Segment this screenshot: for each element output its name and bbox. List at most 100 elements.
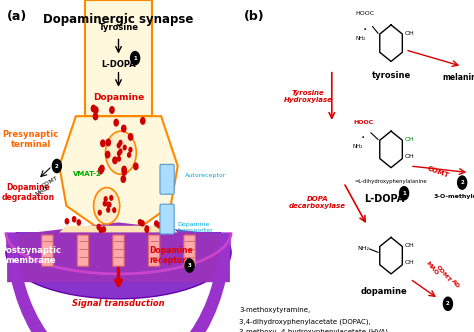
Text: melanine: melanine [442,73,474,82]
Circle shape [123,144,127,150]
Circle shape [117,142,121,148]
Circle shape [72,216,76,222]
Circle shape [99,227,103,233]
Polygon shape [85,0,152,116]
Text: L-DOPA: L-DOPA [364,194,404,204]
Polygon shape [0,0,237,232]
Circle shape [106,207,110,213]
Circle shape [154,220,159,227]
Text: COMT: COMT [40,175,59,189]
Text: ·: · [363,23,367,37]
Text: VMAT-2: VMAT-2 [73,171,102,177]
Text: NH₂: NH₂ [358,246,370,252]
Polygon shape [59,116,178,226]
Circle shape [121,124,127,132]
Circle shape [140,220,145,227]
Text: Dopamine
receptors: Dopamine receptors [149,246,192,265]
Circle shape [130,51,140,65]
Text: OH: OH [405,153,415,159]
Circle shape [101,226,106,233]
Circle shape [156,222,161,228]
Text: 3: 3 [188,263,191,268]
Circle shape [106,202,110,208]
Text: ·: · [360,131,365,145]
Text: AD: AD [450,279,460,290]
Circle shape [128,133,134,141]
Polygon shape [7,222,230,282]
Circle shape [103,196,108,202]
Circle shape [113,119,119,126]
Text: 2: 2 [446,301,450,306]
FancyBboxPatch shape [148,235,160,266]
Text: tyrosine: tyrosine [372,71,410,80]
Circle shape [52,159,62,173]
Text: (b): (b) [244,10,265,23]
Text: Tyrosine
Hydroxylase: Tyrosine Hydroxylase [283,90,333,103]
Text: Postsynaptic
membrane: Postsynaptic membrane [0,246,61,265]
Ellipse shape [6,206,231,299]
Circle shape [112,156,118,164]
Text: DOPA
decarboxylase: DOPA decarboxylase [289,196,346,209]
Text: NH₂: NH₂ [353,143,363,149]
Circle shape [118,140,123,146]
Text: Dopaminergic synapse: Dopaminergic synapse [43,13,194,26]
Circle shape [94,188,119,224]
Text: MAO: MAO [424,261,438,277]
Circle shape [103,201,107,207]
Text: Tyrosine: Tyrosine [99,23,138,32]
Circle shape [64,218,69,224]
Text: Autoreceptor: Autoreceptor [185,173,226,179]
Circle shape [399,186,410,201]
Circle shape [100,139,106,147]
FancyBboxPatch shape [42,235,53,266]
Text: dopamine: dopamine [361,287,407,296]
Circle shape [99,165,105,173]
Circle shape [138,219,143,225]
Text: HOOC: HOOC [356,11,374,16]
Text: 3-methoxy, 4-hydroxyphenylacetate (HVA).: 3-methoxy, 4-hydroxyphenylacetate (HVA). [239,329,391,332]
FancyBboxPatch shape [113,235,124,266]
Text: NH₂: NH₂ [355,36,365,41]
Circle shape [109,195,113,201]
Text: HOOC: HOOC [353,120,374,125]
Circle shape [105,131,137,174]
Circle shape [145,225,149,232]
Text: 2: 2 [55,163,59,169]
Circle shape [457,175,467,190]
Text: =L-dihydroxyphenylalanine: =L-dihydroxyphenylalanine [355,179,428,184]
Circle shape [133,162,139,170]
Circle shape [128,147,133,153]
FancyBboxPatch shape [160,164,174,194]
Circle shape [112,207,116,213]
Circle shape [109,106,115,114]
Circle shape [121,168,127,176]
FancyBboxPatch shape [160,204,174,234]
Circle shape [145,226,149,233]
Circle shape [117,156,121,162]
Text: 3,4-dihydroxyphenylacetate (DOPAC),: 3,4-dihydroxyphenylacetate (DOPAC), [239,318,371,325]
Text: MAO: MAO [34,185,49,197]
Text: Dopamine
degradation: Dopamine degradation [2,183,55,202]
Text: Dopamine
transporter: Dopamine transporter [178,222,213,233]
Circle shape [105,138,111,146]
Text: 1: 1 [402,191,406,196]
Circle shape [93,106,99,114]
Text: 3-O-methyldopa: 3-O-methyldopa [434,194,474,199]
Text: OH: OH [405,243,415,248]
Text: 1: 1 [133,55,137,61]
Circle shape [105,151,110,159]
Circle shape [98,167,103,175]
Text: OH: OH [405,137,415,142]
Circle shape [140,117,146,125]
Circle shape [118,148,123,154]
Text: 2: 2 [460,180,464,185]
FancyBboxPatch shape [77,235,89,266]
Text: COMT: COMT [435,265,452,283]
Text: L-DOPA: L-DOPA [101,60,136,69]
Circle shape [91,105,96,113]
Text: OH: OH [405,31,415,36]
Circle shape [127,152,131,158]
Circle shape [121,166,127,174]
Text: Presynaptic
terminal: Presynaptic terminal [3,130,59,149]
Text: Signal transduction: Signal transduction [72,299,165,308]
